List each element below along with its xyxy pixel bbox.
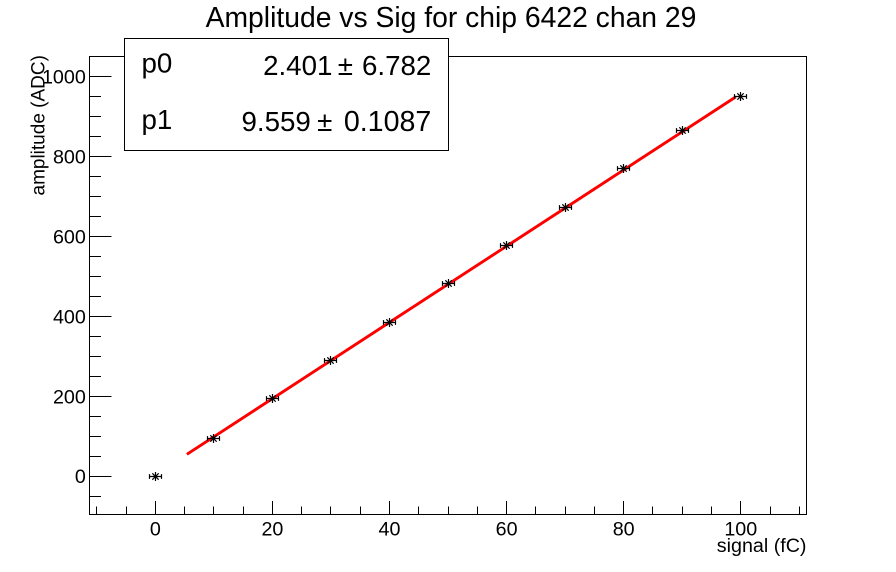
svg-text:Amplitude vs Sig for chip 6422: Amplitude vs Sig for chip 6422 chan 29 [206,1,697,33]
svg-text:6.782: 6.782 [362,50,431,81]
svg-text:p0: p0 [142,48,173,79]
svg-text:1000: 1000 [42,66,86,88]
svg-text:400: 400 [53,306,86,328]
svg-text:0: 0 [150,519,161,541]
svg-text:p1: p1 [142,104,173,135]
svg-text:0: 0 [75,466,86,488]
svg-text:60: 60 [496,519,518,541]
svg-text:200: 200 [53,386,86,408]
svg-text:signal (fC): signal (fC) [717,535,807,557]
svg-text:600: 600 [53,226,86,248]
svg-text:9.559: 9.559 [242,106,311,137]
svg-text:800: 800 [53,146,86,168]
svg-text:amplitude (ADC): amplitude (ADC) [28,55,49,195]
svg-text:0.1087: 0.1087 [344,106,431,138]
svg-text:40: 40 [379,519,401,541]
svg-text:±: ± [338,50,353,81]
svg-text:±: ± [317,106,332,137]
svg-text:2.401: 2.401 [263,50,332,81]
svg-text:20: 20 [261,519,283,541]
svg-text:80: 80 [613,519,635,541]
svg-text:100: 100 [724,519,757,541]
